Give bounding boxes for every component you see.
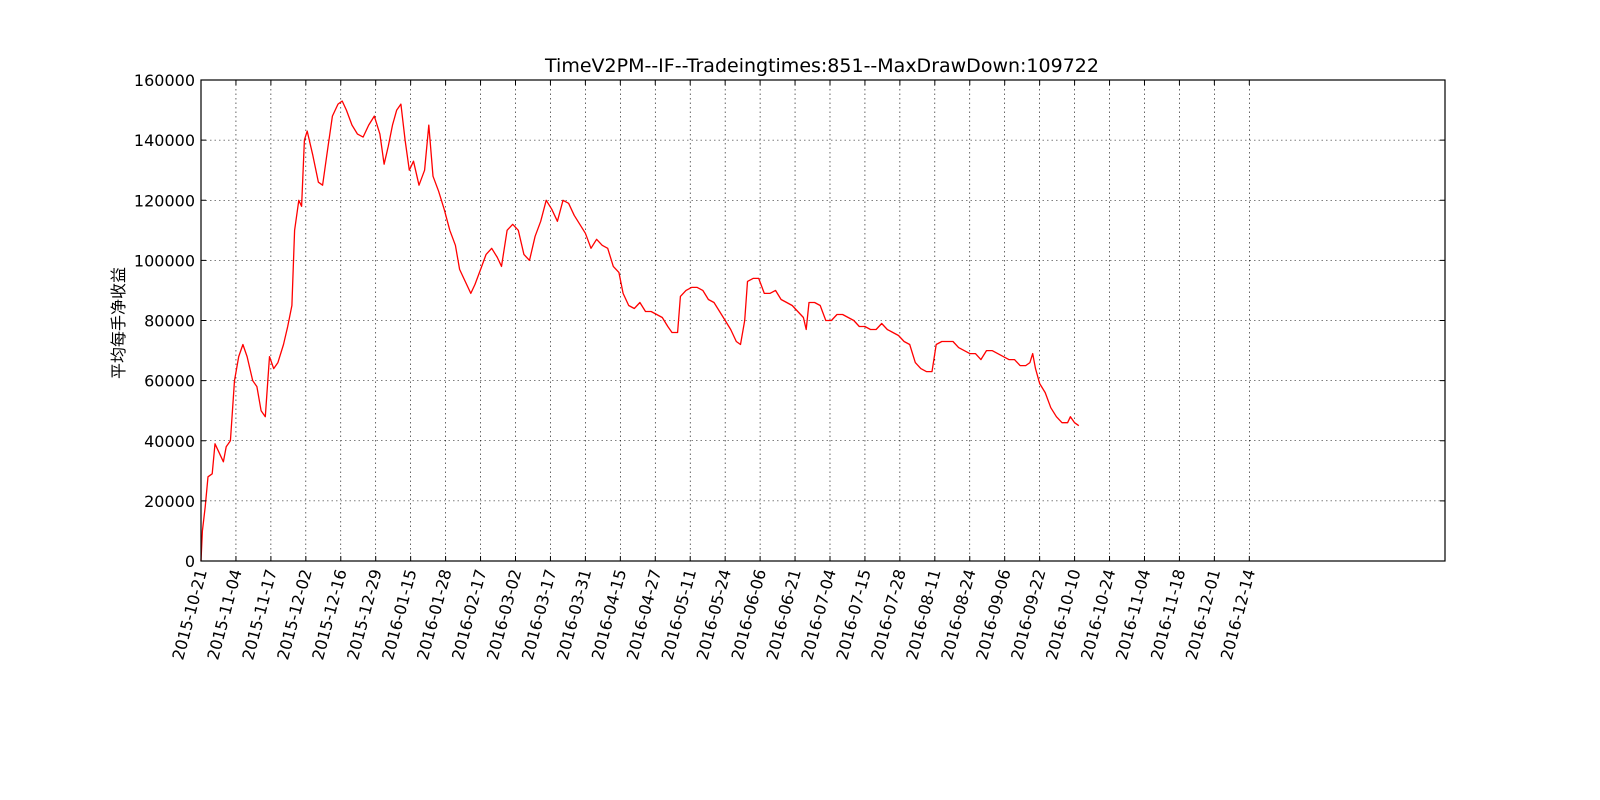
y-tick-label: 140000 <box>134 131 195 150</box>
x-tick-label: 2016-12-01 <box>1182 567 1224 662</box>
x-tick-label: 2016-10-10 <box>1042 567 1084 662</box>
x-tick-label: 2015-11-04 <box>203 567 245 662</box>
x-tick-label: 2016-06-21 <box>762 567 804 662</box>
x-tick-label: 2016-07-15 <box>832 567 874 662</box>
x-tick-label: 2016-07-28 <box>867 567 909 662</box>
x-tick-label: 2016-09-22 <box>1007 567 1049 662</box>
y-axis: 0 20000 40000 60000 80000 100000 120000 140000 1… <box>134 71 1445 571</box>
x-tick-label: 2016-04-27 <box>623 567 665 662</box>
y-tick-label: 20000 <box>144 492 195 511</box>
series-line <box>200 100 1080 562</box>
x-tick-label: 2016-06-06 <box>728 567 770 662</box>
chart-title: TimeV2PM--IF--Tradeingtimes:851--MaxDraw… <box>544 55 1099 77</box>
x-tick-label: 2015-11-17 <box>238 567 280 662</box>
series-line-layer <box>200 100 1080 562</box>
x-tick-label: 2016-03-31 <box>553 567 595 662</box>
x-tick-label: 2016-02-17 <box>448 567 490 662</box>
x-tick-label: 2016-12-14 <box>1217 567 1259 662</box>
x-tick-label: 2016-07-04 <box>797 567 839 662</box>
x-tick-label: 2016-11-04 <box>1112 567 1154 662</box>
y-axis-label: 平均每手净收益 <box>109 267 128 379</box>
x-tick-label: 2016-05-24 <box>693 567 735 662</box>
x-tick-label: 2015-12-16 <box>308 567 350 662</box>
x-tick-label: 2016-05-11 <box>658 567 700 662</box>
x-tick-label: 2016-04-15 <box>588 567 630 662</box>
x-tick-label: 2016-08-24 <box>937 567 979 662</box>
x-tick-label: 2016-09-06 <box>972 567 1014 662</box>
x-tick-label: 2016-11-18 <box>1147 567 1189 662</box>
x-tick-label: 2016-08-11 <box>902 567 944 662</box>
x-tick-label: 2015-12-29 <box>343 567 385 662</box>
x-tick-label: 2015-10-21 <box>168 567 210 662</box>
x-tick-label: 2015-12-02 <box>273 567 315 662</box>
y-tick-label: 80000 <box>144 312 195 331</box>
grid <box>201 80 1445 561</box>
x-tick-label: 2016-01-15 <box>378 567 420 662</box>
x-tick-label: 2016-01-28 <box>413 567 455 662</box>
y-tick-label: 40000 <box>144 432 195 451</box>
x-tick-label: 2016-10-24 <box>1077 567 1119 662</box>
y-tick-label: 100000 <box>134 251 195 270</box>
x-axis: 2015-10-212015-11-042015-11-172015-12-02… <box>168 80 1259 662</box>
y-tick-label: 120000 <box>134 191 195 210</box>
x-tick-label: 2016-03-02 <box>483 567 525 662</box>
x-tick-label: 2016-03-17 <box>518 567 560 662</box>
y-tick-label: 0 <box>185 552 195 571</box>
y-tick-label: 160000 <box>134 71 195 90</box>
y-tick-label: 60000 <box>144 372 195 391</box>
